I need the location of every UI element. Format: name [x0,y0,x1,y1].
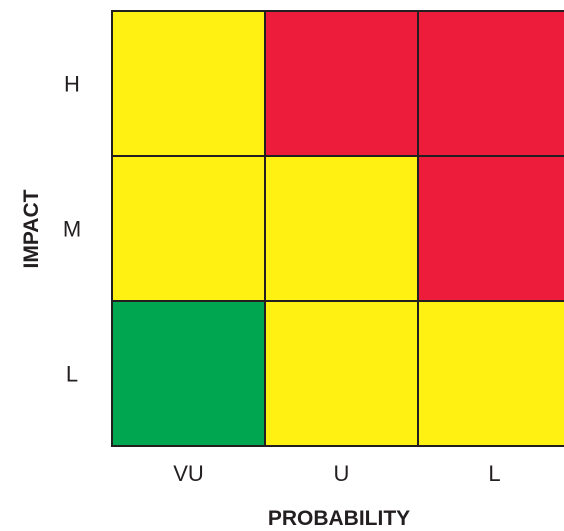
probability-column-labels: VU U L [173,461,500,486]
matrix-cell-l-u [264,300,419,447]
matrix-cell-m-u [264,155,419,302]
probability-label-vu: VU [173,461,204,486]
impact-row-labels: H M L [63,72,81,387]
impact-axis-title: IMPACT [20,189,43,268]
probability-label-l: L [488,461,500,486]
matrix-cell-h-u [264,10,419,157]
impact-label-h: H [64,72,80,97]
matrix-cells [111,10,564,447]
matrix-cell-l-vu [111,300,266,447]
matrix-cell-m-l [417,155,564,302]
matrix-cell-h-vu [111,10,266,157]
impact-label-l: L [66,362,78,387]
impact-label-m: M [63,217,81,242]
matrix-cell-h-l [417,10,564,157]
probability-label-u: U [334,461,350,486]
matrix-cell-m-vu [111,155,266,302]
probability-axis-title: PROBABILITY [268,507,410,530]
matrix-cell-l-l [417,300,564,447]
